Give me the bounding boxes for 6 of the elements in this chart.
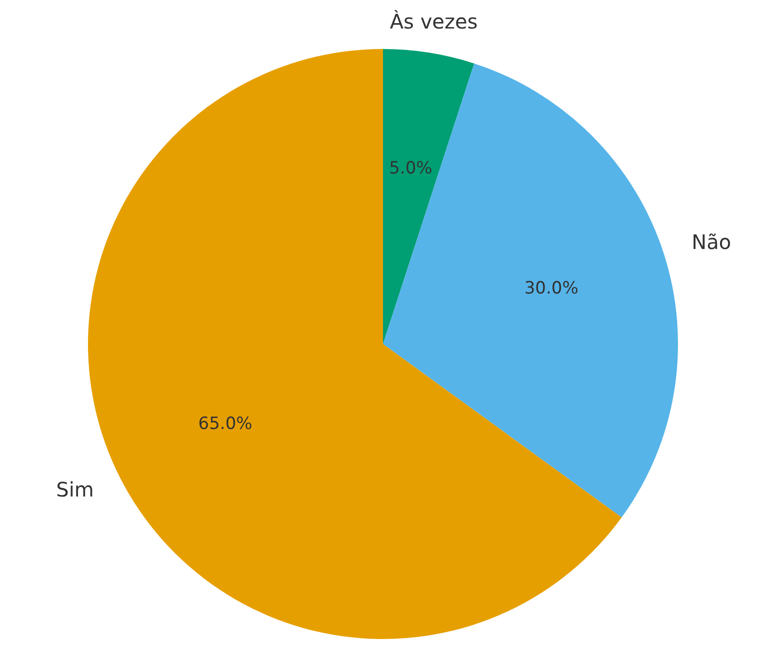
data-label: 5.0% [389,158,432,179]
data-label: 30.0% [524,278,578,299]
slice-label: Às vezes [390,10,478,34]
slice-label: Sim [56,478,94,502]
data-label: 65.0% [198,414,252,434]
slice-label: Não [692,230,732,254]
